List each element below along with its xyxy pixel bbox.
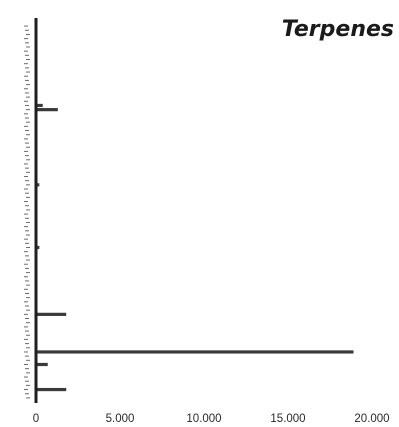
bar-group [36,103,354,392]
x-tick-label: 0 [33,413,39,425]
x-tick-label: 20.000 [354,413,389,425]
x-tick-label: 10.000 [186,413,221,425]
bar [36,108,58,112]
x-tick-label: 5.000 [106,413,135,425]
bar [36,350,354,354]
bar [36,362,48,367]
chart-title: Terpenes [282,17,394,42]
x-tick-label: 15.000 [270,413,305,425]
x-tick-label-group: 0 5.000 10.000 15.000 20.000 [33,413,390,425]
bar [36,183,40,187]
bar [36,245,40,250]
category-tick-group [24,25,30,399]
bar [36,312,67,316]
bar [36,387,67,392]
bar [36,103,43,108]
